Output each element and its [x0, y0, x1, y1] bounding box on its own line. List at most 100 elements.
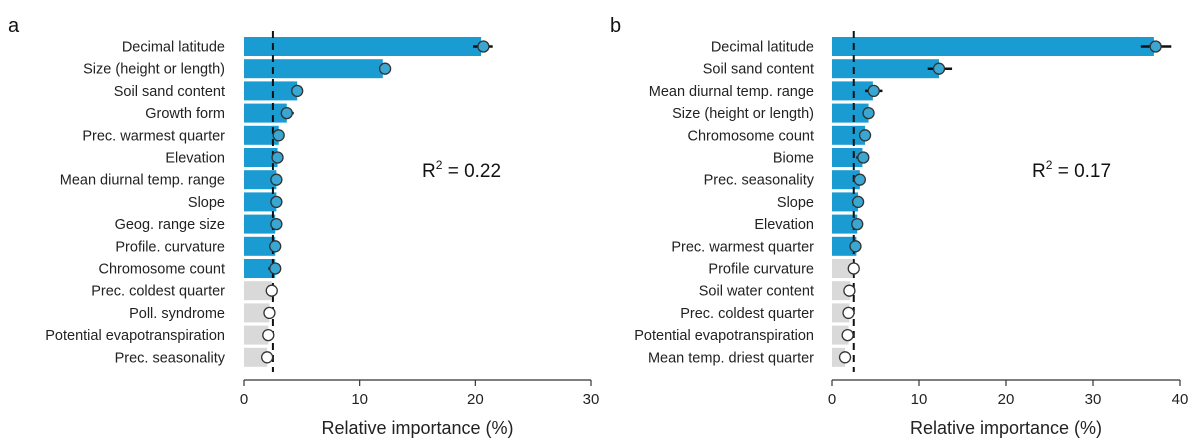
- bar: [832, 81, 873, 101]
- data-point: [843, 284, 856, 297]
- bar: [832, 214, 858, 234]
- category-label: Decimal latitude: [711, 40, 814, 56]
- category-label: Mean temp. driest quarter: [648, 350, 814, 366]
- bar: [832, 37, 1154, 56]
- bar: [832, 103, 869, 123]
- data-point: [847, 262, 860, 275]
- bar: [832, 259, 853, 278]
- x-tick-label: 30: [583, 391, 600, 408]
- bar: [244, 81, 298, 101]
- x-axis-title: Relative importance (%): [910, 418, 1102, 438]
- category-label: Prec. warmest quarter: [671, 239, 814, 255]
- data-point: [853, 173, 866, 186]
- data-point: [857, 151, 870, 164]
- bar: [244, 148, 278, 167]
- category-label: Prec. coldest quarter: [91, 284, 225, 300]
- category-label: Slope: [188, 195, 225, 211]
- bar: [244, 170, 277, 190]
- data-point: [862, 106, 875, 120]
- bar: [244, 59, 383, 79]
- data-point: [270, 173, 283, 186]
- category-label: Potential evapotranspiration: [634, 328, 814, 344]
- category-label: Chromosome count: [98, 262, 225, 278]
- bar: [244, 103, 287, 123]
- data-point: [280, 106, 293, 120]
- category-label: Prec. warmest quarter: [82, 128, 225, 144]
- data-point: [841, 328, 854, 342]
- bar: [244, 281, 272, 301]
- category-label: Prec. coldest quarter: [680, 306, 814, 322]
- data-point: [477, 40, 490, 53]
- x-tick-label: 40: [1172, 391, 1189, 408]
- x-tick-label: 30: [1085, 391, 1102, 408]
- bar: [832, 236, 857, 256]
- category-label: Prec. seasonality: [704, 173, 815, 189]
- data-point: [291, 84, 304, 98]
- category-label: Mean diurnal temp. range: [649, 84, 814, 100]
- category-label: Decimal latitude: [122, 40, 225, 56]
- data-point: [263, 306, 276, 320]
- bar: [244, 325, 269, 345]
- category-label: Size (height or length): [672, 106, 814, 122]
- bar: [832, 59, 940, 79]
- category-label: Elevation: [754, 217, 814, 233]
- bar: [832, 148, 863, 167]
- bar: [244, 347, 268, 367]
- bar: [832, 170, 860, 190]
- category-label: Potential evapotranspiration: [45, 328, 225, 344]
- category-label: Size (height or length): [83, 62, 225, 78]
- category-label: Poll. syndrome: [129, 306, 225, 322]
- x-axis-title: Relative importance (%): [321, 418, 513, 438]
- category-label: Elevation: [165, 151, 225, 167]
- data-point: [867, 84, 880, 98]
- category-label: Soil sand content: [703, 62, 814, 78]
- category-label: Prec. seasonality: [115, 350, 226, 366]
- data-point: [378, 62, 392, 75]
- data-point: [270, 217, 283, 231]
- data-point: [269, 262, 282, 275]
- r-squared-annotation: R2 = 0.22: [422, 158, 501, 182]
- data-point: [849, 240, 862, 253]
- bar: [244, 125, 279, 145]
- category-label: Slope: [777, 195, 814, 211]
- data-point: [265, 284, 278, 297]
- data-point: [1149, 40, 1162, 53]
- data-point: [842, 306, 855, 320]
- data-point: [932, 62, 946, 75]
- x-tick-label: 0: [240, 391, 248, 408]
- category-label: Mean diurnal temp. range: [60, 173, 225, 189]
- x-tick-label: 10: [911, 391, 928, 408]
- data-point: [272, 129, 285, 142]
- bar: [244, 236, 276, 256]
- category-label: Growth form: [145, 106, 225, 122]
- r-squared-annotation: R2 = 0.17: [1032, 158, 1111, 182]
- data-point: [858, 129, 872, 142]
- bar: [244, 214, 276, 234]
- data-point: [269, 240, 282, 253]
- panel-letter: b: [610, 15, 621, 37]
- bar: [244, 259, 276, 278]
- data-point: [271, 151, 284, 164]
- x-tick-label: 20: [998, 391, 1015, 408]
- data-point: [262, 328, 275, 342]
- panel-b: b Decimal latitude Soil sand content Mean d…: [610, 15, 1188, 438]
- x-tick-label: 10: [351, 391, 368, 408]
- category-label: Soil water content: [699, 284, 814, 300]
- bar: [832, 192, 859, 212]
- data-point: [838, 351, 852, 364]
- category-label: Chromosome count: [687, 128, 814, 144]
- bar: [244, 303, 270, 323]
- data-point: [260, 351, 274, 364]
- data-point: [270, 195, 283, 209]
- bar: [244, 192, 277, 212]
- category-label: Profile curvature: [708, 262, 814, 278]
- x-tick-label: 0: [828, 391, 836, 408]
- bar: [244, 37, 482, 56]
- category-label: Biome: [773, 151, 814, 167]
- bar: [832, 125, 866, 145]
- panel-letter: a: [8, 15, 20, 37]
- data-point: [851, 195, 865, 209]
- data-point: [851, 217, 864, 231]
- x-tick-label: 20: [467, 391, 484, 408]
